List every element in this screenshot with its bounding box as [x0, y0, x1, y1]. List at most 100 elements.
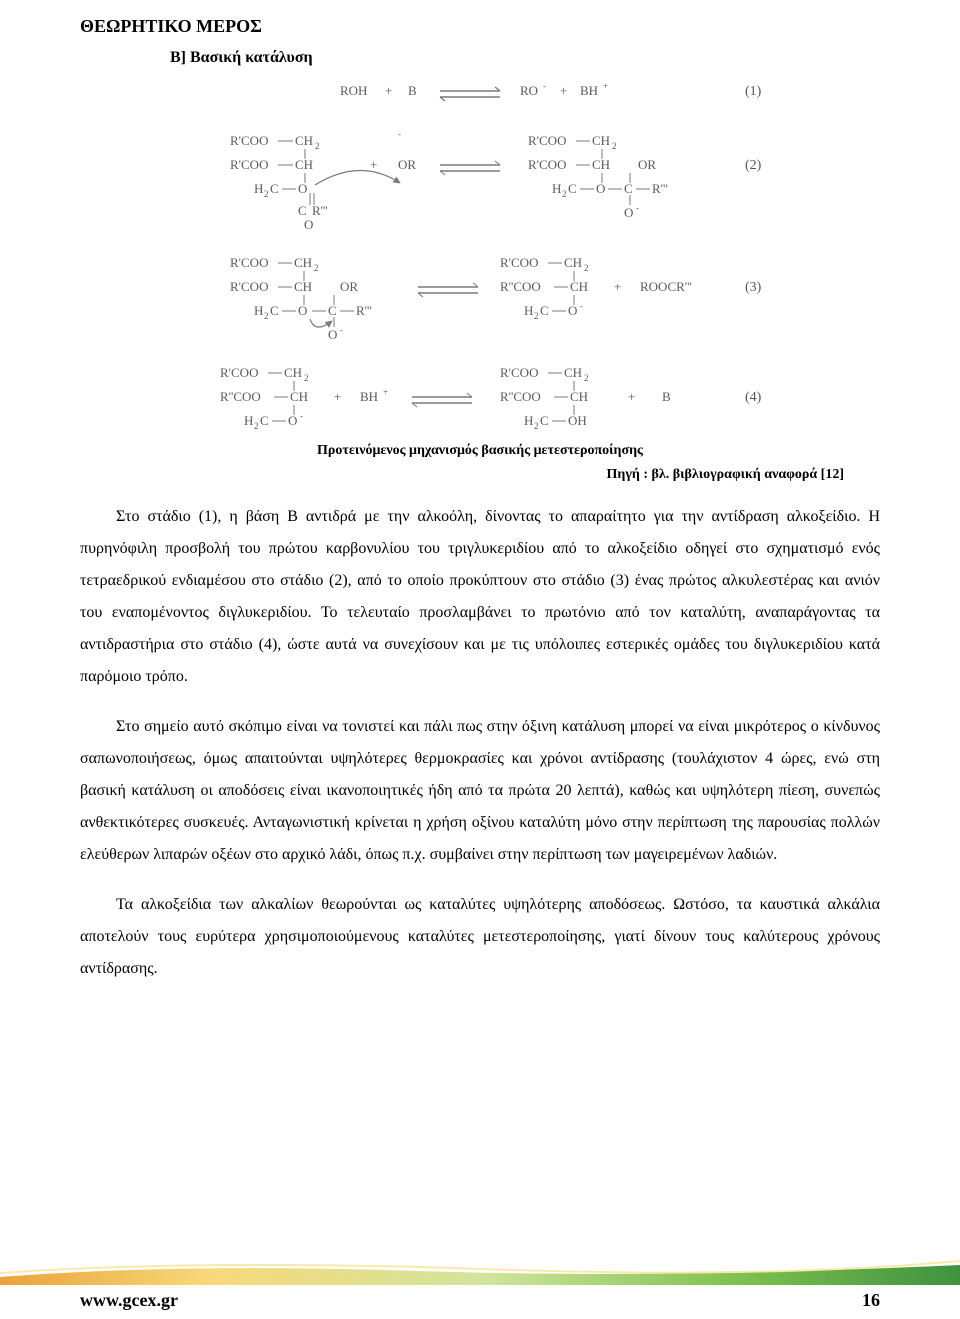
- svg-text:2: 2: [304, 373, 309, 383]
- svg-text:CH: CH: [564, 255, 582, 270]
- svg-text:CH: CH: [570, 279, 588, 294]
- svg-text:2: 2: [264, 189, 269, 199]
- footer-gradient-bar: [0, 1259, 960, 1285]
- svg-text:CH: CH: [570, 389, 588, 404]
- svg-text:2: 2: [584, 373, 589, 383]
- svg-text:H: H: [254, 303, 263, 318]
- diagram-caption: Προτεινόμενος μηχανισμός βασικής μετεστε…: [80, 443, 880, 459]
- svg-text:+: +: [370, 157, 377, 172]
- svg-text:+: +: [628, 389, 635, 404]
- svg-text:2: 2: [264, 311, 269, 321]
- svg-text:C: C: [328, 303, 337, 318]
- svg-text:2: 2: [534, 421, 539, 431]
- svg-text:R'COO: R'COO: [528, 157, 566, 172]
- svg-text:R'COO: R'COO: [500, 365, 538, 380]
- svg-text:OR: OR: [398, 157, 416, 172]
- svg-text:-: -: [300, 411, 303, 421]
- svg-text:O: O: [596, 181, 605, 196]
- svg-text:CH: CH: [284, 365, 302, 380]
- svg-text:2: 2: [314, 263, 319, 273]
- svg-text:O: O: [568, 303, 577, 318]
- svg-text:C: C: [270, 303, 279, 318]
- svg-text:RO: RO: [520, 83, 538, 98]
- svg-text:BH: BH: [580, 83, 598, 98]
- svg-text:+: +: [603, 81, 608, 91]
- svg-text:-: -: [543, 81, 546, 91]
- svg-text:-: -: [398, 129, 401, 139]
- svg-text:H: H: [254, 181, 263, 196]
- svg-text:R''': R''': [312, 203, 328, 218]
- svg-text:C: C: [540, 303, 549, 318]
- svg-text:OR: OR: [638, 157, 656, 172]
- svg-text:R'COO: R'COO: [230, 255, 268, 270]
- svg-text:2: 2: [254, 421, 259, 431]
- svg-text:ROOCR''': ROOCR''': [640, 279, 692, 294]
- svg-text:H: H: [524, 303, 533, 318]
- svg-text:-: -: [636, 203, 639, 213]
- svg-text:C: C: [624, 181, 633, 196]
- svg-text:2: 2: [562, 189, 567, 199]
- paragraph-2: Στο σημείο αυτό σκόπιμο είναι να τονιστε…: [80, 711, 880, 871]
- svg-text:B: B: [408, 83, 417, 98]
- page: ΘΕΩΡΗΤΙΚΟ ΜΕΡΟΣ Β] Βασική κατάλυση ROH +…: [0, 0, 960, 1319]
- svg-text:-: -: [580, 301, 583, 311]
- svg-text:+: +: [614, 279, 621, 294]
- svg-text:(4): (4): [745, 390, 762, 405]
- svg-text:H: H: [552, 181, 561, 196]
- svg-text:B: B: [662, 389, 671, 404]
- svg-text:R'COO: R'COO: [528, 133, 566, 148]
- svg-text:O: O: [624, 205, 633, 220]
- svg-text:R''COO: R''COO: [220, 389, 261, 404]
- svg-text:R'COO: R'COO: [220, 365, 258, 380]
- svg-text:H: H: [524, 413, 533, 428]
- svg-text:R''COO: R''COO: [500, 389, 541, 404]
- svg-text:CH: CH: [295, 157, 313, 172]
- subsection-header: Β] Βασική κατάλυση: [170, 49, 880, 67]
- svg-text:+: +: [383, 387, 388, 397]
- svg-text:O: O: [298, 181, 307, 196]
- svg-text:2: 2: [315, 141, 320, 151]
- page-number: 16: [862, 1290, 880, 1311]
- svg-text:C: C: [260, 413, 269, 428]
- svg-text:-: -: [340, 325, 343, 335]
- svg-text:R''': R''': [356, 303, 372, 318]
- svg-text:CH: CH: [592, 133, 610, 148]
- svg-text:+: +: [334, 389, 341, 404]
- section-header: ΘΕΩΡΗΤΙΚΟ ΜΕΡΟΣ: [80, 16, 880, 37]
- svg-text:CH: CH: [290, 389, 308, 404]
- svg-text:R'COO: R'COO: [230, 133, 268, 148]
- reaction-diagram: ROH + B RO- + BH+ (1) R'COO CH2 R': [80, 77, 880, 459]
- svg-text:(3): (3): [745, 280, 762, 295]
- svg-text:H: H: [244, 413, 253, 428]
- svg-text:R'COO: R'COO: [230, 279, 268, 294]
- svg-text:+: +: [385, 83, 392, 98]
- svg-text:C: C: [568, 181, 577, 196]
- svg-text:2: 2: [612, 141, 617, 151]
- svg-text:(1): (1): [745, 84, 762, 99]
- svg-text:2: 2: [534, 311, 539, 321]
- svg-text:CH: CH: [294, 279, 312, 294]
- svg-text:(2): (2): [745, 158, 762, 173]
- svg-text:CH: CH: [592, 157, 610, 172]
- svg-text:R'COO: R'COO: [230, 157, 268, 172]
- svg-text:C: C: [298, 203, 307, 218]
- svg-text:R'COO: R'COO: [500, 255, 538, 270]
- svg-text:OR: OR: [340, 279, 358, 294]
- svg-text:O: O: [304, 217, 313, 232]
- svg-text:R''': R''': [652, 181, 668, 196]
- svg-text:CH: CH: [294, 255, 312, 270]
- svg-text:O: O: [298, 303, 307, 318]
- paragraph-3: Τα αλκοξείδια των αλκαλίων θεωρούνται ως…: [80, 889, 880, 985]
- svg-text:R''COO: R''COO: [500, 279, 541, 294]
- svg-text:BH: BH: [360, 389, 378, 404]
- svg-text:C: C: [270, 181, 279, 196]
- svg-text:OH: OH: [568, 413, 587, 428]
- svg-text:2: 2: [584, 263, 589, 273]
- paragraph-1: Στο στάδιο (1), η βάση B αντιδρά με την …: [80, 501, 880, 693]
- svg-text:CH: CH: [295, 133, 313, 148]
- svg-text:O: O: [328, 327, 337, 342]
- diagram-source: Πηγή : βλ. βιβλιογραφική αναφορά [12]: [80, 467, 844, 483]
- svg-text:CH: CH: [564, 365, 582, 380]
- svg-text:C: C: [540, 413, 549, 428]
- svg-text:ROH: ROH: [340, 83, 367, 98]
